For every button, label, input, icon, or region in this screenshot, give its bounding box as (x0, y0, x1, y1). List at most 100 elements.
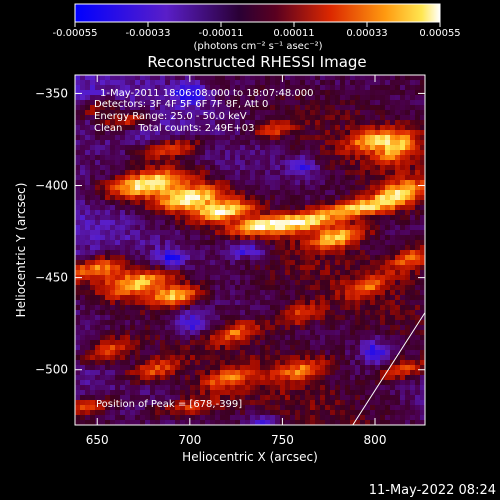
heatmap-cell (180, 225, 186, 231)
heatmap-cell (370, 330, 376, 336)
heatmap-cell (90, 340, 96, 346)
heatmap-cell (400, 420, 406, 425)
heatmap-cell (260, 170, 266, 176)
heatmap-cell (100, 100, 106, 106)
heatmap-cell (390, 280, 396, 286)
heatmap-cell (255, 250, 261, 256)
heatmap-cell (200, 170, 206, 176)
heatmap-cell (220, 210, 226, 216)
heatmap-cell (415, 175, 421, 181)
heatmap-cell (360, 320, 366, 326)
heatmap-cell (170, 280, 176, 286)
heatmap-cell (375, 110, 381, 116)
heatmap-cell (270, 400, 276, 406)
heatmap-cell (190, 95, 196, 101)
heatmap-cell (260, 195, 266, 201)
heatmap-cell (395, 330, 401, 336)
heatmap-cell (115, 105, 121, 111)
heatmap-cell (270, 310, 276, 316)
heatmap-cell (280, 265, 286, 271)
heatmap-cell (325, 95, 331, 101)
heatmap-cell (190, 285, 196, 291)
heatmap-cell (195, 415, 201, 421)
heatmap-cell (80, 145, 86, 151)
heatmap-cell (410, 385, 416, 391)
heatmap-cell (145, 160, 151, 166)
heatmap-cell (180, 375, 186, 381)
heatmap-cell (105, 365, 111, 371)
heatmap-cell (125, 135, 131, 141)
heatmap-cell (205, 200, 211, 206)
heatmap-cell (160, 120, 166, 126)
heatmap-cell (315, 235, 321, 241)
heatmap-cell (395, 145, 401, 151)
heatmap-cell (355, 165, 361, 171)
heatmap-cell (85, 125, 91, 131)
heatmap-cell (275, 220, 281, 226)
heatmap-cell (290, 115, 296, 121)
heatmap-cell (160, 305, 166, 311)
heatmap-cell (130, 410, 136, 416)
heatmap-cell (140, 140, 146, 146)
heatmap-cell (390, 160, 396, 166)
heatmap-cell (335, 365, 341, 371)
heatmap-cell (295, 320, 301, 326)
heatmap-cell (115, 215, 121, 221)
heatmap-cell (410, 100, 416, 106)
heatmap-cell (395, 165, 401, 171)
heatmap-cell (280, 310, 286, 316)
heatmap-cell (250, 115, 256, 121)
heatmap-cell (305, 210, 311, 216)
heatmap-cell (195, 205, 201, 211)
heatmap-cell (120, 295, 126, 301)
heatmap-cell (105, 205, 111, 211)
heatmap-cell (145, 390, 151, 396)
heatmap-cell (180, 180, 186, 186)
heatmap-cell (370, 275, 376, 281)
heatmap-cell (380, 195, 386, 201)
heatmap-cell (125, 95, 131, 101)
heatmap-cell (190, 235, 196, 241)
heatmap-cell (225, 295, 231, 301)
heatmap-cell (105, 320, 111, 326)
heatmap-cell (380, 335, 386, 341)
heatmap-cell (175, 170, 181, 176)
heatmap-cell (310, 90, 316, 96)
heatmap-cell (395, 315, 401, 321)
heatmap-cell (140, 410, 146, 416)
heatmap-cell (115, 360, 121, 366)
heatmap-cell (225, 120, 231, 126)
heatmap-cell (275, 400, 281, 406)
heatmap-cell (395, 90, 401, 96)
heatmap-cell (105, 400, 111, 406)
colorbar-tick-label: 0.00033 (346, 28, 387, 39)
heatmap-cell (350, 210, 356, 216)
heatmap-cell (395, 290, 401, 296)
heatmap-cell (100, 225, 106, 231)
heatmap-cell (220, 100, 226, 106)
heatmap-cell (80, 245, 86, 251)
heatmap-cell (220, 170, 226, 176)
heatmap-cell (220, 410, 226, 416)
heatmap-cell (85, 165, 91, 171)
heatmap-cell (85, 420, 91, 425)
heatmap-cell (415, 185, 421, 191)
heatmap-cell (75, 165, 81, 171)
heatmap-cell (255, 180, 261, 186)
heatmap-cell (415, 160, 421, 166)
heatmap-cell (180, 85, 186, 91)
heatmap-cell (335, 170, 341, 176)
heatmap-cell (140, 320, 146, 326)
heatmap-cell (210, 100, 216, 106)
heatmap-cell (270, 390, 276, 396)
heatmap-cell (155, 105, 161, 111)
heatmap-cell (235, 320, 241, 326)
heatmap-cell (410, 230, 416, 236)
heatmap-cell (245, 175, 251, 181)
heatmap-cell (245, 315, 251, 321)
heatmap-cell (150, 125, 156, 131)
heatmap-cell (350, 100, 356, 106)
heatmap-cell (145, 370, 151, 376)
heatmap-cell (235, 385, 241, 391)
heatmap-cell (315, 115, 321, 121)
